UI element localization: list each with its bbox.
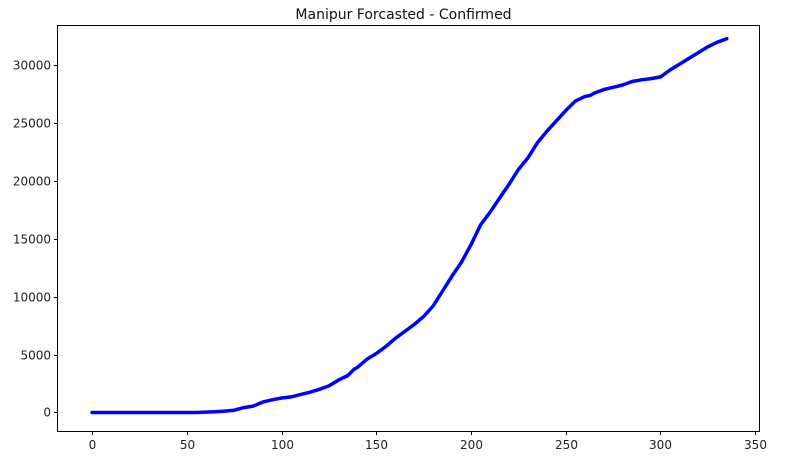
x-tick-label: 350 bbox=[744, 438, 767, 452]
y-tick-label: 15000 bbox=[13, 233, 51, 247]
y-tick-label: 25000 bbox=[13, 117, 51, 131]
x-tick-label: 150 bbox=[365, 438, 388, 452]
y-tick-label: 0 bbox=[43, 406, 51, 420]
x-tick-label: 300 bbox=[649, 438, 672, 452]
x-tick-label: 250 bbox=[555, 438, 578, 452]
x-tick-label: 200 bbox=[460, 438, 483, 452]
y-tick-label: 5000 bbox=[20, 349, 51, 363]
x-tick-label: 100 bbox=[271, 438, 294, 452]
y-tick-label: 20000 bbox=[13, 175, 51, 189]
y-tick-label: 30000 bbox=[13, 59, 51, 73]
x-tick-label: 50 bbox=[180, 438, 195, 452]
series-layer bbox=[90, 36, 729, 415]
x-tick-label: 0 bbox=[89, 438, 97, 452]
y-axis: 0 5000 10000 15000 20000 25000 30000 bbox=[13, 59, 58, 420]
y-tick-label: 10000 bbox=[13, 291, 51, 305]
x-axis: 0 50 100 150 200 250 300 350 bbox=[89, 431, 767, 452]
series-line bbox=[90, 36, 729, 415]
plot-frame bbox=[57, 25, 760, 432]
chart-title: Manipur Forcasted - Confirmed bbox=[295, 7, 511, 23]
